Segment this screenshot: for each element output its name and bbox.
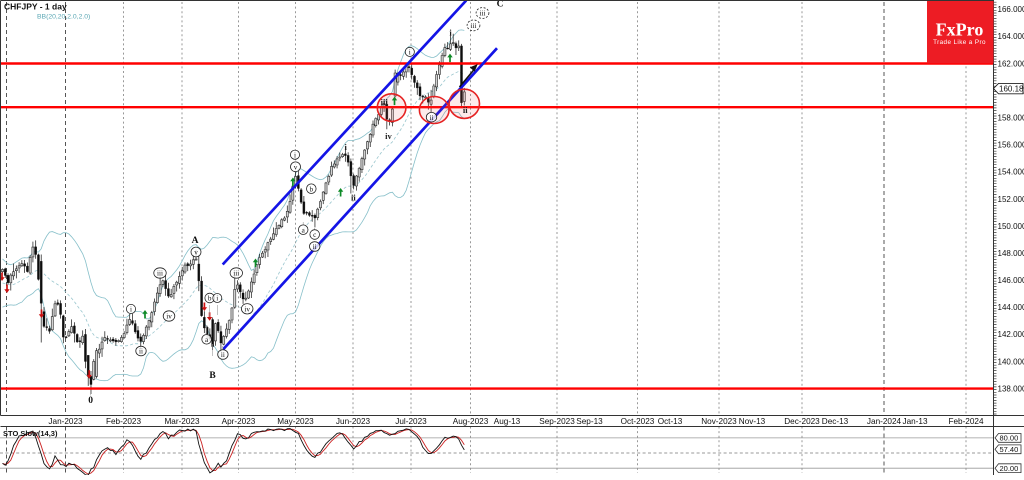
svg-text:Aug-2023: Aug-2023 (453, 417, 489, 426)
svg-text:Jan-13: Jan-13 (902, 417, 927, 426)
svg-text:ii: ii (430, 114, 434, 122)
svg-text:i: i (409, 48, 411, 56)
svg-text:166.000: 166.000 (998, 5, 1024, 14)
svg-text:FxPro: FxPro (936, 20, 984, 40)
svg-text:v: v (294, 163, 298, 171)
svg-text:b: b (208, 295, 212, 303)
svg-text:ii: ii (463, 105, 468, 115)
svg-text:i: i (216, 295, 218, 303)
svg-text:iv: iv (166, 313, 172, 321)
svg-text:ii: ii (351, 193, 356, 203)
svg-text:ii: ii (221, 351, 225, 359)
svg-text:C: C (497, 0, 504, 10)
svg-text:138.000: 138.000 (998, 384, 1024, 393)
svg-text:STO Slow(14,3): STO Slow(14,3) (3, 429, 58, 438)
svg-text:Dec-2023: Dec-2023 (784, 417, 820, 426)
svg-text:150.000: 150.000 (998, 222, 1024, 231)
svg-text:b: b (310, 185, 314, 193)
svg-text:iii: iii (233, 270, 239, 278)
svg-text:20.00: 20.00 (1000, 464, 1019, 473)
svg-text:154.000: 154.000 (998, 168, 1024, 177)
svg-text:142.000: 142.000 (998, 330, 1024, 339)
svg-text:A: A (192, 236, 199, 246)
svg-text:80.00: 80.00 (1000, 434, 1019, 443)
svg-text:Dec-13: Dec-13 (822, 417, 849, 426)
svg-text:Jan-2023: Jan-2023 (48, 417, 83, 426)
svg-text:B: B (209, 371, 216, 381)
svg-text:164.000: 164.000 (998, 32, 1024, 41)
svg-text:Feb-2023: Feb-2023 (106, 417, 141, 426)
svg-text:i: i (294, 151, 296, 159)
svg-text:Nov-13: Nov-13 (739, 417, 766, 426)
svg-text:140.000: 140.000 (998, 357, 1024, 366)
svg-text:162.000: 162.000 (998, 59, 1024, 68)
svg-text:158.000: 158.000 (998, 114, 1024, 123)
svg-text:c: c (313, 231, 316, 239)
svg-text:57.40: 57.40 (1000, 445, 1019, 454)
svg-text:Sep-13: Sep-13 (576, 417, 603, 426)
svg-text:iii: iii (480, 10, 486, 18)
svg-text:CHFJPY - 1 day: CHFJPY - 1 day (4, 2, 67, 12)
svg-text:iii: iii (471, 22, 477, 30)
svg-text:iii: iii (381, 97, 389, 107)
svg-text:iv: iv (385, 131, 392, 141)
svg-text:iv: iv (244, 305, 250, 313)
svg-text:Oct-13: Oct-13 (658, 417, 683, 426)
svg-text:Feb-2024: Feb-2024 (948, 417, 983, 426)
svg-text:Apr-2023: Apr-2023 (222, 417, 256, 426)
svg-text:156.000: 156.000 (998, 141, 1024, 150)
svg-text:ii: ii (139, 348, 143, 356)
svg-text:Jul-2023: Jul-2023 (395, 417, 427, 426)
svg-text:iii: iii (157, 270, 163, 278)
svg-text:144.000: 144.000 (998, 303, 1024, 312)
svg-text:i: i (130, 306, 132, 314)
svg-text:Aug-13: Aug-13 (494, 417, 521, 426)
svg-text:ii: ii (313, 243, 317, 251)
svg-text:0: 0 (88, 396, 93, 406)
svg-text:Trade Like a Pro: Trade Like a Pro (933, 39, 986, 46)
svg-text:Sep-2023: Sep-2023 (539, 417, 575, 426)
svg-text:148.000: 148.000 (998, 249, 1024, 258)
svg-text:160.182: 160.182 (999, 84, 1024, 93)
svg-text:Jan-2024: Jan-2024 (867, 417, 902, 426)
svg-text:Oct-2023: Oct-2023 (621, 417, 655, 426)
svg-text:146.000: 146.000 (998, 276, 1024, 285)
svg-text:152.000: 152.000 (998, 195, 1024, 204)
svg-text:May-2023: May-2023 (277, 417, 314, 426)
svg-text:Nov-2023: Nov-2023 (701, 417, 737, 426)
svg-text:Mar-2023: Mar-2023 (164, 417, 199, 426)
svg-text:v: v (194, 249, 198, 257)
svg-text:Jun-2023: Jun-2023 (336, 417, 371, 426)
svg-text:BB(20,20,2.0,2.0): BB(20,20,2.0,2.0) (37, 14, 90, 21)
